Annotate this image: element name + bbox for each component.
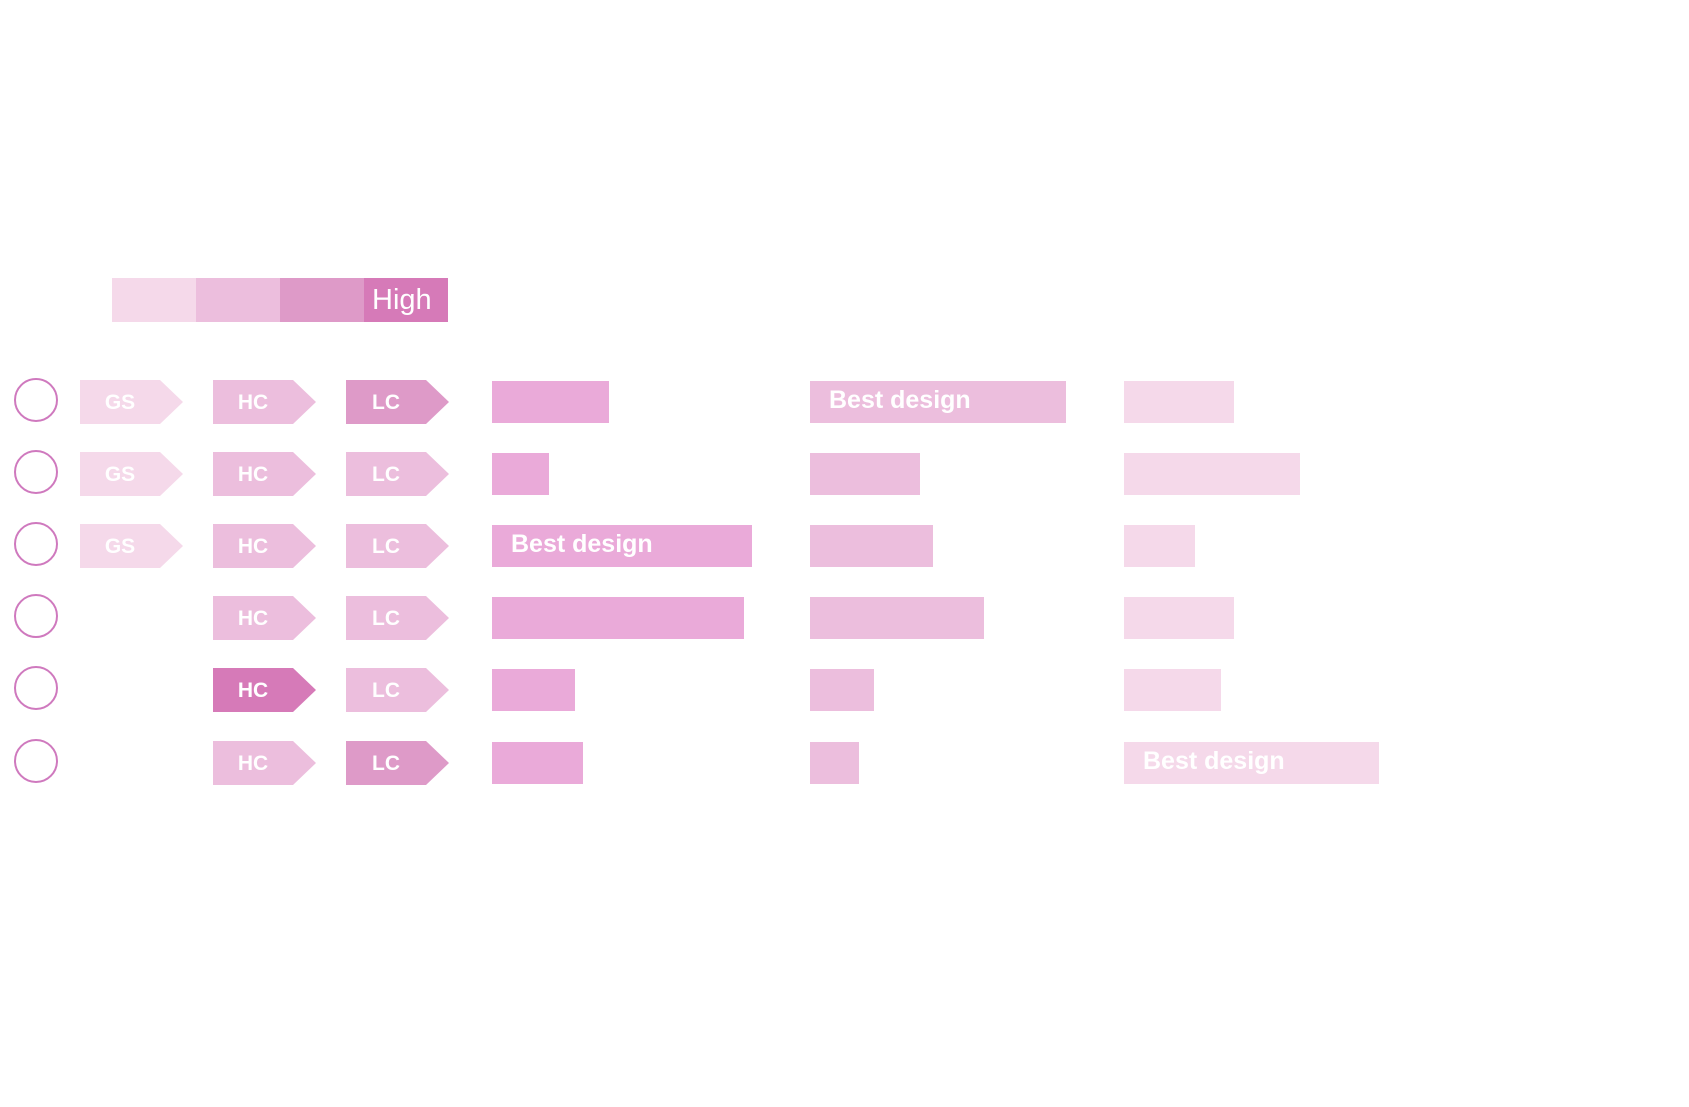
legend-step-3 — [280, 278, 364, 322]
design-row: GS HC LC Best design — [0, 522, 1689, 568]
radio-button[interactable] — [14, 739, 58, 783]
chevron-label: LC — [372, 535, 400, 558]
chevron-arrow-icon — [346, 380, 449, 424]
metric-bar-3 — [1124, 381, 1234, 423]
best-design-label: Best design — [829, 386, 971, 414]
chevron-arrow-icon — [346, 524, 449, 568]
chevron-label: HC — [237, 752, 269, 775]
metric-bar-2 — [810, 742, 859, 784]
legend-step-1 — [112, 278, 196, 322]
chevron-label: HC — [237, 679, 269, 702]
chevron-label: HC — [237, 535, 269, 558]
metric-bar-1: Best design — [492, 525, 752, 567]
chevron-label: HC — [237, 607, 269, 630]
chevron-arrow-icon — [213, 380, 316, 424]
chevron-lc: LC — [346, 741, 449, 785]
chevron-lc: LC — [346, 452, 449, 496]
radio-button[interactable] — [14, 594, 58, 638]
metric-bar-1 — [492, 453, 549, 495]
chevron-label: LC — [372, 679, 400, 702]
chevron-lc: LC — [346, 668, 449, 712]
chevron-arrow-icon — [346, 596, 449, 640]
legend-step-2 — [196, 278, 280, 322]
metric-bar-3 — [1124, 525, 1195, 567]
chevron-arrow-icon — [80, 524, 183, 568]
legend-step-4: High — [364, 278, 448, 322]
chevron-arrow-icon — [213, 452, 316, 496]
metric-bar-1 — [492, 381, 609, 423]
chevron-hc: HC — [213, 524, 316, 568]
metric-bar-2 — [810, 669, 874, 711]
chevron-label: LC — [372, 607, 400, 630]
chevron-arrow-icon — [80, 380, 183, 424]
chevron-arrow-icon — [346, 668, 449, 712]
design-row: GS HC LC Best design — [0, 378, 1689, 424]
chevron-gs: GS — [80, 524, 183, 568]
chevron-label: LC — [372, 391, 400, 414]
metric-bar-1 — [492, 742, 583, 784]
metric-bar-1 — [492, 597, 744, 639]
metric-bar-3 — [1124, 597, 1234, 639]
chevron-hc: HC — [213, 668, 316, 712]
design-row: HC LC Best design — [0, 739, 1689, 785]
radio-button[interactable] — [14, 450, 58, 494]
metric-bar-2 — [810, 597, 984, 639]
color-scale-legend: High — [112, 278, 448, 322]
chevron-arrow-icon — [80, 452, 183, 496]
chevron-hc: HC — [213, 596, 316, 640]
radio-button[interactable] — [14, 522, 58, 566]
legend-high-label: High — [372, 284, 432, 316]
design-row: HC LC — [0, 594, 1689, 640]
radio-button[interactable] — [14, 378, 58, 422]
chevron-gs: GS — [80, 452, 183, 496]
metric-bar-2 — [810, 525, 933, 567]
metric-bar-3 — [1124, 453, 1300, 495]
metric-bar-3 — [1124, 669, 1221, 711]
best-design-label: Best design — [511, 530, 653, 558]
radio-button[interactable] — [14, 666, 58, 710]
chevron-hc: HC — [213, 452, 316, 496]
metric-bar-2 — [810, 453, 920, 495]
chevron-arrow-icon — [346, 452, 449, 496]
chevron-lc: LC — [346, 380, 449, 424]
metric-bar-2: Best design — [810, 381, 1066, 423]
chevron-label: LC — [372, 463, 400, 486]
chevron-lc: LC — [346, 596, 449, 640]
chevron-arrow-icon — [213, 596, 316, 640]
design-row: HC LC — [0, 666, 1689, 712]
chevron-label: HC — [237, 391, 269, 414]
chevron-label: GS — [104, 391, 136, 414]
chevron-hc: HC — [213, 741, 316, 785]
chevron-label: HC — [237, 463, 269, 486]
chevron-label: GS — [104, 535, 136, 558]
chevron-arrow-icon — [213, 668, 316, 712]
chevron-hc: HC — [213, 380, 316, 424]
chevron-arrow-icon — [213, 741, 316, 785]
design-row: GS HC LC — [0, 450, 1689, 496]
chevron-lc: LC — [346, 524, 449, 568]
chevron-gs: GS — [80, 380, 183, 424]
chevron-arrow-icon — [346, 741, 449, 785]
chevron-arrow-icon — [213, 524, 316, 568]
best-design-label: Best design — [1143, 747, 1285, 775]
metric-bar-1 — [492, 669, 575, 711]
chevron-label: GS — [104, 463, 136, 486]
metric-bar-3: Best design — [1124, 742, 1379, 784]
chevron-label: LC — [372, 752, 400, 775]
